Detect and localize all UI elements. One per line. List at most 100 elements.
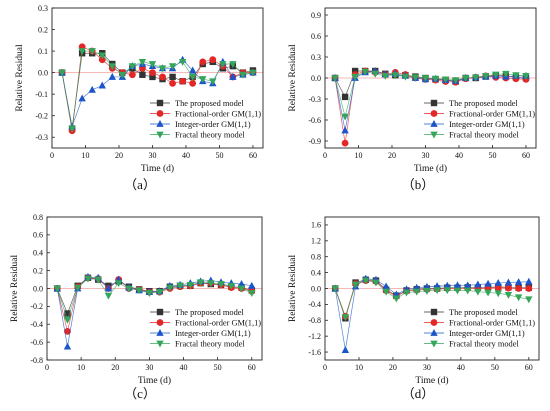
y-tick-label: -0.6 <box>30 338 43 347</box>
data-point <box>421 75 430 82</box>
data-point <box>525 296 533 304</box>
data-point <box>248 290 256 297</box>
x-tick-label: 0 <box>323 151 327 160</box>
data-point <box>351 73 359 81</box>
legend-marker <box>430 308 438 316</box>
data-point <box>341 314 350 322</box>
y-tick-label: 0.3 <box>38 4 48 13</box>
data-point <box>341 346 350 353</box>
legend-label: Fractional-order GM(1,1) <box>449 110 535 119</box>
data-point <box>239 71 247 79</box>
data-point <box>207 280 215 288</box>
data-point <box>145 290 154 297</box>
data-point <box>159 73 166 81</box>
chart-panel-c: 0 10 20 30 40 50 60 -0.8 -0.6 -0.4 -0.2 0.0 0.2 0.4 0.… <box>10 213 263 401</box>
legend-marker <box>430 131 438 139</box>
x-tick-label: 40 <box>180 363 188 372</box>
data-point <box>514 278 523 286</box>
data-point <box>451 77 460 85</box>
data-point <box>108 72 116 80</box>
data-point <box>139 71 146 78</box>
legend-label: The proposed model <box>175 308 245 317</box>
y-tick-label: -0.9 <box>308 137 321 146</box>
data-point <box>402 289 411 297</box>
data-point <box>64 310 71 317</box>
data-point <box>229 72 237 80</box>
data-point <box>411 74 420 82</box>
legend-marker <box>430 329 438 336</box>
legend-label: Integer-order GM(1,1) <box>449 329 525 338</box>
y-tick-label: 0.6 <box>33 231 43 240</box>
y-tick-label: 0.8 <box>33 213 43 222</box>
legend-label: Fractal theory model <box>449 131 519 140</box>
data-point <box>391 72 400 80</box>
data-point <box>423 287 431 295</box>
data-point <box>88 48 96 56</box>
y-tick-label: 0.1 <box>38 47 48 56</box>
data-point <box>189 79 197 87</box>
y-tick-label: -0.6 <box>308 116 321 125</box>
legend: The proposed model Fractional-order GM(1,… <box>424 99 535 140</box>
data-point <box>443 287 451 295</box>
panel-caption: （d） <box>402 386 435 401</box>
data-point <box>88 85 96 93</box>
y-tick-label: 0.4 <box>311 268 321 277</box>
data-point <box>361 68 369 76</box>
x-axis-title: Time (d) <box>138 375 171 386</box>
data-point <box>209 56 217 64</box>
y-tick-label: -1.6 <box>308 348 321 357</box>
y-tick-label: 0.3 <box>311 53 321 62</box>
legend-marker <box>156 131 164 139</box>
y-tick-label: -0.4 <box>30 320 43 329</box>
legend-label: Integer-order GM(1,1) <box>449 120 525 129</box>
legend-marker <box>430 110 438 117</box>
data-point <box>176 282 184 290</box>
data-point <box>98 81 106 89</box>
y-tick-label: 0.0 <box>38 68 48 77</box>
data-point <box>351 281 360 289</box>
data-point <box>492 71 500 79</box>
data-point <box>401 73 410 81</box>
x-axis-title: Time (d) <box>415 375 448 386</box>
data-point <box>196 279 205 287</box>
x-tick-label: 20 <box>115 151 123 160</box>
legend-label: The proposed model <box>449 308 519 317</box>
y-tick-label: 1.6 <box>311 221 321 230</box>
legend-label: The proposed model <box>449 99 519 108</box>
data-point <box>209 78 217 86</box>
data-point <box>104 284 113 292</box>
data-point <box>431 75 440 83</box>
legend-label: Fractal theory model <box>175 340 245 349</box>
data-point <box>482 73 490 80</box>
y-tick-label: -0.8 <box>308 316 321 325</box>
data-point <box>78 48 86 56</box>
y-tick-label: 0.0 <box>311 284 321 293</box>
y-tick-label: 0.2 <box>38 25 48 34</box>
y-tick-label: 0.9 <box>311 11 321 20</box>
y-tick-label: -0.2 <box>35 111 48 120</box>
x-tick-label: 0 <box>50 151 54 160</box>
legend-label: Fractional-order GM(1,1) <box>175 110 261 119</box>
data-point <box>351 67 359 75</box>
data-point <box>104 292 113 300</box>
data-point <box>494 284 502 292</box>
y-tick-label: -0.8 <box>30 356 43 365</box>
legend-label: The proposed model <box>175 99 245 108</box>
x-axis-title: Time (d) <box>414 163 447 174</box>
chart-panel-a: 0 10 20 30 40 50 60 -0.3 -0.2 -0.1 0.0 0.1 0.2 0.3 Tim… <box>15 4 264 192</box>
data-point <box>84 275 92 283</box>
data-point <box>179 77 187 85</box>
chart-panel-b: 0 10 20 30 40 50 60 -0.9 -0.6 -0.3 0.0 0.3 0.6 0.9 Tim… <box>288 7 537 192</box>
data-point <box>453 287 462 295</box>
data-point <box>443 281 451 289</box>
data-point <box>382 288 390 296</box>
y-tick-label: -0.3 <box>308 95 321 104</box>
data-point <box>331 285 339 293</box>
y-tick-label: -0.2 <box>30 302 43 311</box>
data-point <box>362 277 370 285</box>
data-point <box>341 113 349 121</box>
data-point <box>229 61 237 68</box>
data-point <box>505 284 512 292</box>
data-point <box>474 280 482 288</box>
